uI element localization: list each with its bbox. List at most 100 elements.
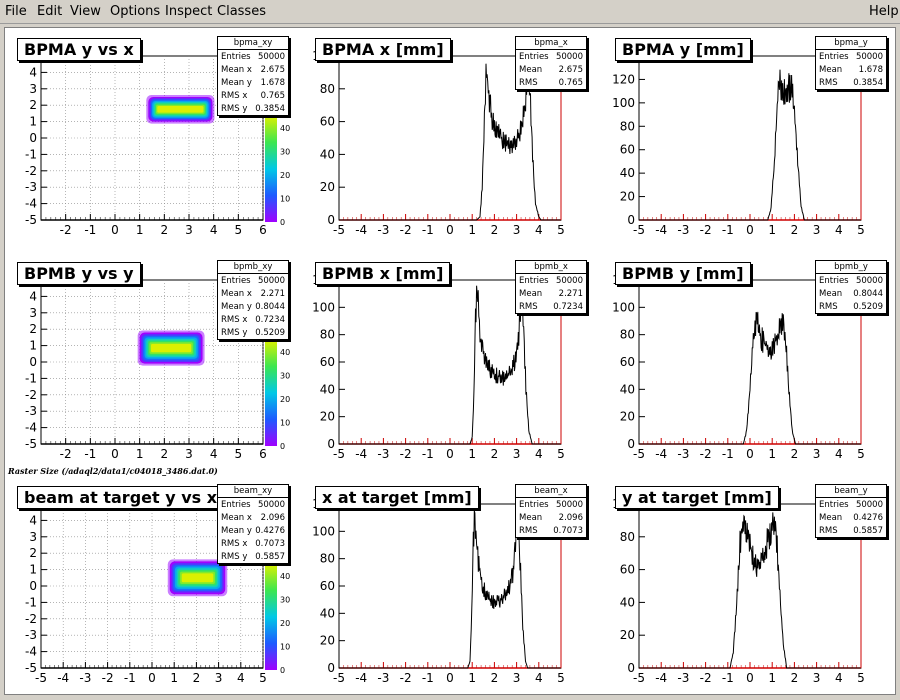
x-tick-label: 0 [446, 671, 454, 685]
x-tick-label: -1 [422, 223, 434, 237]
x-tick-label: -2 [60, 223, 72, 237]
stats-row: Entries 50000 [218, 274, 288, 287]
palette-label: 40 [280, 348, 290, 357]
stats-key: Mean [519, 289, 543, 299]
menu-file[interactable]: File [5, 4, 27, 19]
x-tick-label: -2 [400, 671, 412, 685]
root-canvas[interactable]: -2 -1 0 1 2 3 4 5 6 -5 -4 -3 -2 -1 0 1 2 3 4 0 10 20 30 40 BPMA … [4, 27, 896, 695]
stats-row: RMS y 0.3854 [218, 102, 288, 115]
x-tick-label: 5 [557, 447, 565, 461]
y-tick-label: 0 [29, 579, 37, 593]
pad-bpmb_y[interactable]: -5-4-3-2-1012345020406080100120BPMB y [m… [611, 258, 889, 463]
x-tick-label: -5 [633, 223, 645, 237]
stats-key: RMS y [221, 104, 248, 114]
menu-inspect[interactable]: Inspect [165, 4, 213, 19]
pad-beam_xy[interactable]: -5 -4 -3 -2 -1 0 1 2 3 4 5 -5 -4 -3 -2 -1 0 1 2 3 4 0 10 20 30 40… [13, 482, 291, 687]
pad-bpma_y[interactable]: -5 -4 -3 -2 -1 0 1 2 3 4 5 0 20 40 60 80 100 120 BPMA y [m… [611, 34, 889, 239]
y-tick-label: -3 [25, 628, 37, 642]
y-tick-label: 4 [29, 513, 37, 527]
x-tick-label: 1 [768, 447, 776, 461]
y-tick-label: 0 [29, 131, 37, 145]
pad-bpma_xy[interactable]: -2 -1 0 1 2 3 4 5 6 -5 -4 -3 -2 -1 0 1 2 3 4 0 10 20 30 40 BPMA … [13, 34, 291, 239]
stats-value: 1.678 [858, 65, 883, 75]
x-tick-label: -2 [60, 447, 72, 461]
y-tick-label: 40 [320, 606, 335, 620]
menu-options[interactable]: Options [110, 4, 161, 19]
y-tick-label: -4 [25, 645, 37, 659]
palette-label: 20 [280, 171, 290, 180]
stats-value: 2.096 [260, 513, 285, 523]
stats-row: RMS x 0.765 [218, 89, 288, 102]
x-tick-label: 2 [791, 671, 799, 685]
x-tick-label: 3 [185, 447, 193, 461]
stats-key: Mean [519, 65, 543, 75]
stats-row: RMS 0.5209 [816, 300, 886, 313]
stats-key: Entries [819, 500, 849, 510]
y-tick-label: 3 [29, 306, 37, 320]
palette-label: 30 [280, 371, 290, 380]
y-tick-label: 3 [29, 530, 37, 544]
blob-layer [157, 105, 204, 113]
palette-label: 0 [280, 218, 285, 227]
x-tick-label: -3 [677, 447, 689, 461]
stats-name: bpma_xy [218, 37, 288, 50]
pad-beam_y[interactable]: -5-4-3-2-1012345020406080100y at target … [611, 482, 889, 687]
x-tick-label: 5 [235, 223, 243, 237]
x-tick-label: -5 [333, 671, 345, 685]
x-tick-label: -3 [677, 223, 689, 237]
stats-row: RMS 0.5857 [816, 524, 886, 537]
stats-value: 50000 [555, 52, 583, 62]
stats-value: 0.5209 [255, 328, 285, 338]
stats-value: 0.7234 [255, 315, 285, 325]
stats-name: bpma_x [516, 37, 586, 50]
y-tick-label: 2 [29, 322, 37, 336]
y-tick-label: 4 [29, 289, 37, 303]
x-tick-label: -2 [400, 447, 412, 461]
x-tick-label: -5 [35, 671, 47, 685]
menu-view[interactable]: View [70, 4, 101, 19]
x-tick-label: 4 [210, 223, 218, 237]
stats-value: 0.4276 [255, 526, 285, 536]
stats-name: bpmb_x [516, 261, 586, 274]
stats-value: 0.8044 [853, 289, 883, 299]
pad-bpma_x[interactable]: -5-4-3-2-1012345020406080100BPMA x [mm]b… [311, 34, 589, 239]
stats-value: 1.678 [260, 78, 285, 88]
stats-value: 50000 [855, 500, 883, 510]
y-tick-label: 100 [612, 96, 635, 110]
stats-row: Mean y 0.4276 [218, 524, 288, 537]
stats-row: Mean x 2.675 [218, 63, 288, 76]
x-tick-label: 4 [237, 671, 245, 685]
stats-key: Entries [519, 500, 549, 510]
chart-title: BPMA y vs x [17, 38, 141, 61]
pad-bpmb_xy[interactable]: -2 -1 0 1 2 3 4 5 6 -5 -4 -3 -2 -1 0 1 2 3 4 0 10 20 30 40 BPMB … [13, 258, 291, 463]
x-tick-label: -4 [355, 671, 367, 685]
stats-name: bpmb_xy [218, 261, 288, 274]
chart-title: BPMB x [mm] [315, 262, 451, 285]
stats-key: RMS x [221, 315, 248, 325]
y-tick-label: 0 [627, 213, 635, 227]
canvas-note: Raster Size (/adaql2/data1/c04018_3486.d… [8, 466, 218, 476]
x-tick-label: 0 [746, 671, 754, 685]
stats-key: Mean [819, 65, 843, 75]
menu-help[interactable]: Help [869, 4, 899, 19]
chart-title: beam at target y vs x [17, 486, 225, 509]
stats-key: RMS [819, 78, 838, 88]
y-tick-label: 60 [320, 355, 335, 369]
stats-value: 0.4276 [853, 513, 883, 523]
y-tick-label: 60 [620, 143, 635, 157]
stats-value: 50000 [257, 500, 285, 510]
histogram-line [339, 59, 561, 221]
stats-value: 0.3854 [853, 78, 883, 88]
pad-bpmb_x[interactable]: -5-4-3-2-1012345020406080100120BPMB x [m… [311, 258, 589, 463]
pad-beam_x[interactable]: -5-4-3-2-1012345020406080100120x at targ… [311, 482, 589, 687]
y-tick-label: 60 [620, 563, 635, 577]
menu-edit[interactable]: Edit [37, 4, 63, 19]
stats-row: RMS x 0.7073 [218, 537, 288, 550]
y-tick-label: -2 [25, 164, 37, 178]
stats-box: bpma_y Entries 50000 Mean 1.678 RMS 0.3854 [815, 36, 887, 90]
y-tick-label: 1 [29, 339, 37, 353]
menu-classes[interactable]: Classes [217, 4, 266, 19]
stats-key: RMS [519, 302, 538, 312]
stats-key: Mean y [221, 302, 252, 312]
